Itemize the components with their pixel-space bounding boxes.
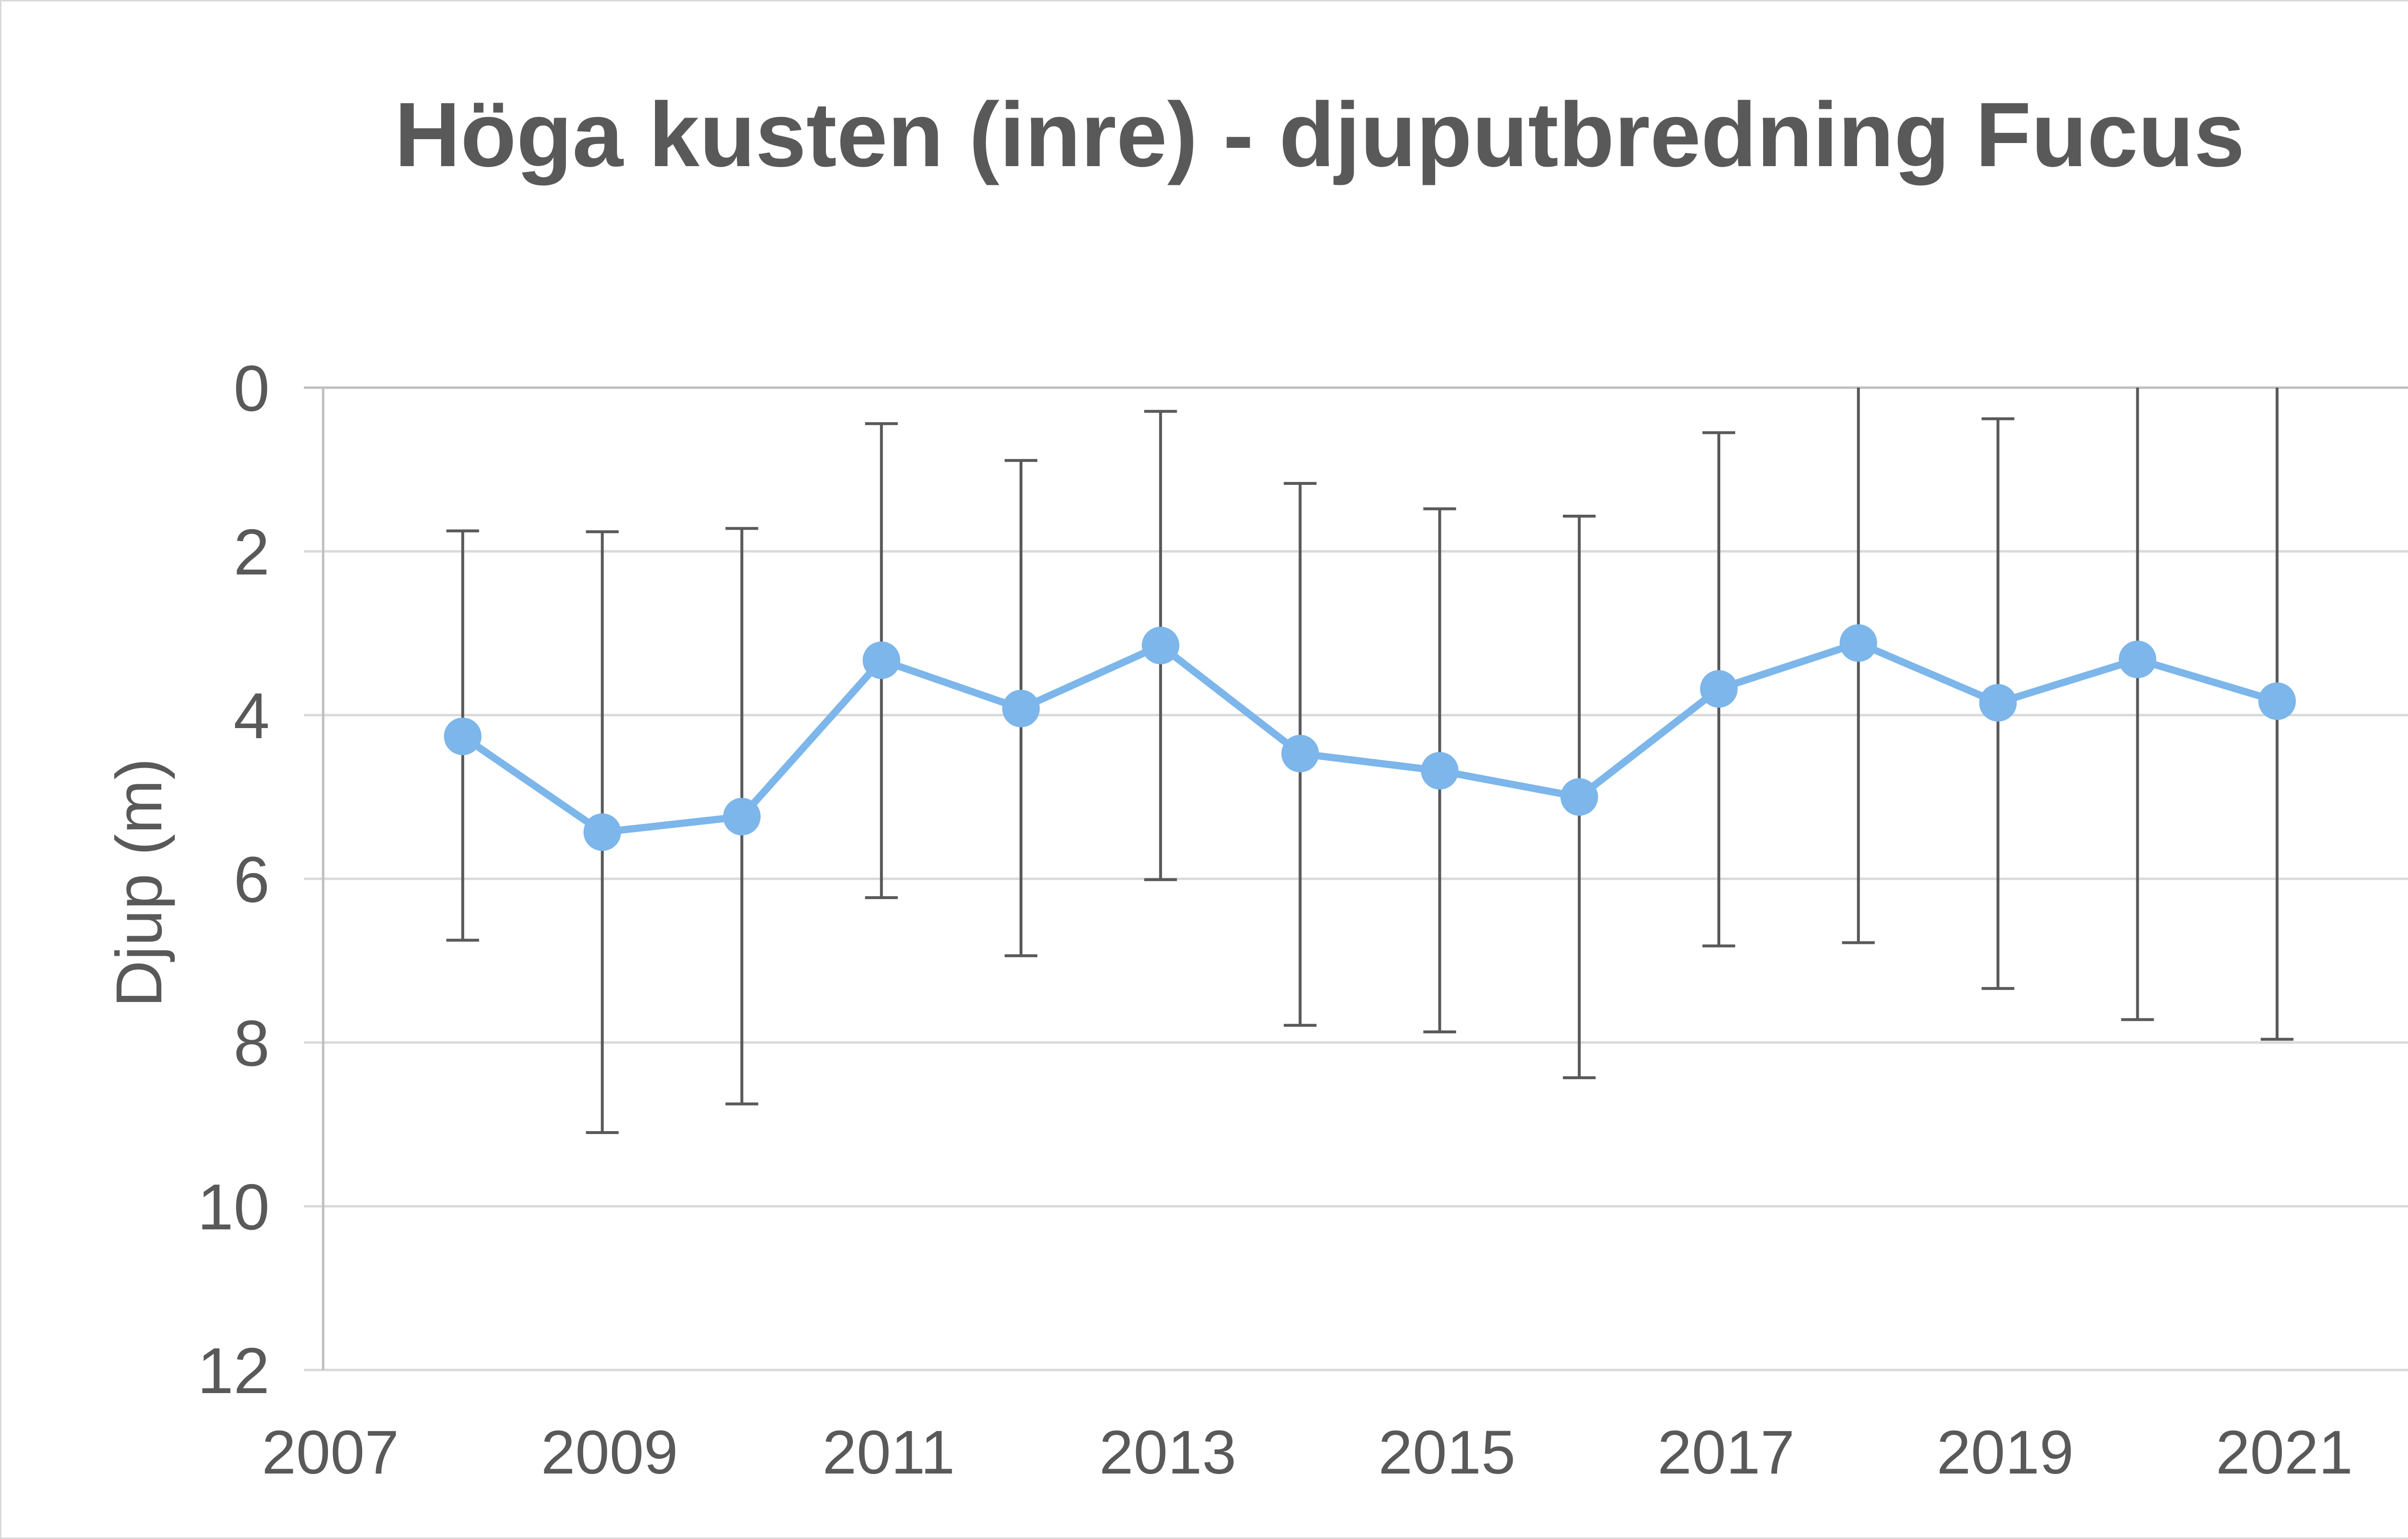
data-point-marker [723, 797, 761, 835]
data-point-marker [1560, 778, 1598, 816]
data-point-marker [1281, 734, 1319, 772]
data-point-marker [863, 641, 901, 679]
data-point-marker [1839, 624, 1877, 662]
data-point-marker [1002, 690, 1040, 728]
y-axis-label: Djup (m) [103, 758, 175, 1007]
y-tick-label: 6 [234, 843, 270, 916]
y-tick-label: 10 [197, 1171, 270, 1243]
data-point-marker [1979, 684, 2017, 722]
x-tick-label: 2011 [823, 1418, 955, 1487]
x-tick-label: 2021 [2216, 1418, 2353, 1487]
y-tick-label: 0 [234, 352, 270, 425]
series-line [460, 639, 2278, 836]
x-tick-label: 2009 [541, 1418, 678, 1487]
data-point-marker [2258, 682, 2296, 720]
y-tick-label: 12 [197, 1334, 270, 1407]
x-tick-label: 2007 [262, 1418, 399, 1487]
data-point-marker [1141, 626, 1179, 665]
y-tick-label: 2 [234, 516, 270, 588]
x-tick-label: 2015 [1378, 1418, 1516, 1487]
series-markers [444, 624, 2296, 851]
data-point-marker [583, 813, 621, 851]
data-point-marker [1421, 752, 1459, 790]
x-tick-label: 2019 [1937, 1418, 2074, 1487]
x-axis-ticks: 2007 2009 2011 2013 2015 2017 2019 2021 [262, 1418, 2353, 1487]
data-point-marker [2119, 640, 2157, 678]
chart-title: Höga kusten (inre) - djuputbredning Fucu… [394, 84, 2245, 186]
y-tick-label: 4 [234, 679, 270, 752]
x-tick-label: 2017 [1658, 1418, 1795, 1487]
y-tick-label: 8 [234, 1007, 270, 1080]
data-point-marker [444, 717, 482, 756]
data-point-marker [1700, 670, 1738, 708]
y-axis-ticks: 0 2 4 6 8 10 12 [197, 352, 270, 1407]
x-tick-label: 2013 [1099, 1418, 1236, 1487]
gridlines [304, 386, 2408, 1371]
